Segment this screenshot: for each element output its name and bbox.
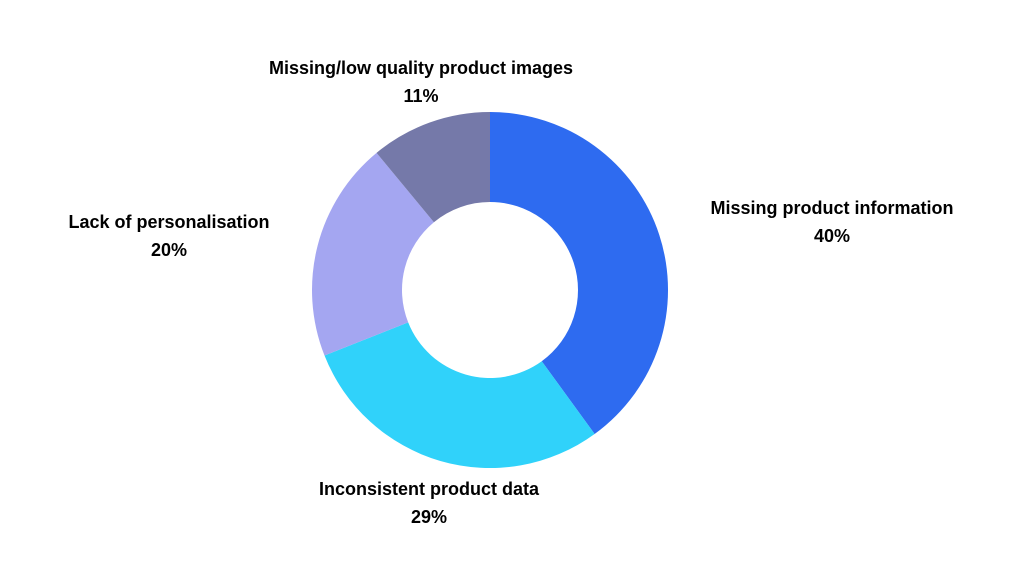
slice-label-lack-of-personalisation: Lack of personalisation 20% bbox=[68, 208, 269, 264]
slice-value-text: 11% bbox=[403, 86, 439, 106]
slice-label-missing-low-quality-product-images: Missing/low quality product images 11% bbox=[269, 54, 573, 110]
slice-value-text: 20% bbox=[150, 240, 188, 260]
slice-value-text: 40% bbox=[813, 226, 851, 246]
slice-label-text: Lack of personalisation bbox=[68, 212, 270, 232]
slice-label-text: Missing product information bbox=[710, 198, 954, 218]
chart-slice-2 bbox=[311, 152, 434, 356]
slice-value-text: 29% bbox=[410, 507, 448, 527]
slice-label-inconsistent-product-data: Inconsistent product data 29% bbox=[319, 475, 539, 531]
chart-slice-3 bbox=[376, 112, 490, 223]
slice-label-text: Inconsistent product data bbox=[318, 479, 540, 499]
chart-slice-1 bbox=[324, 322, 595, 469]
slice-label-missing-product-information: Missing product information 40% bbox=[711, 194, 954, 250]
chart-slice-0 bbox=[490, 112, 669, 435]
slice-label-text: Missing/low quality product images bbox=[268, 58, 574, 78]
